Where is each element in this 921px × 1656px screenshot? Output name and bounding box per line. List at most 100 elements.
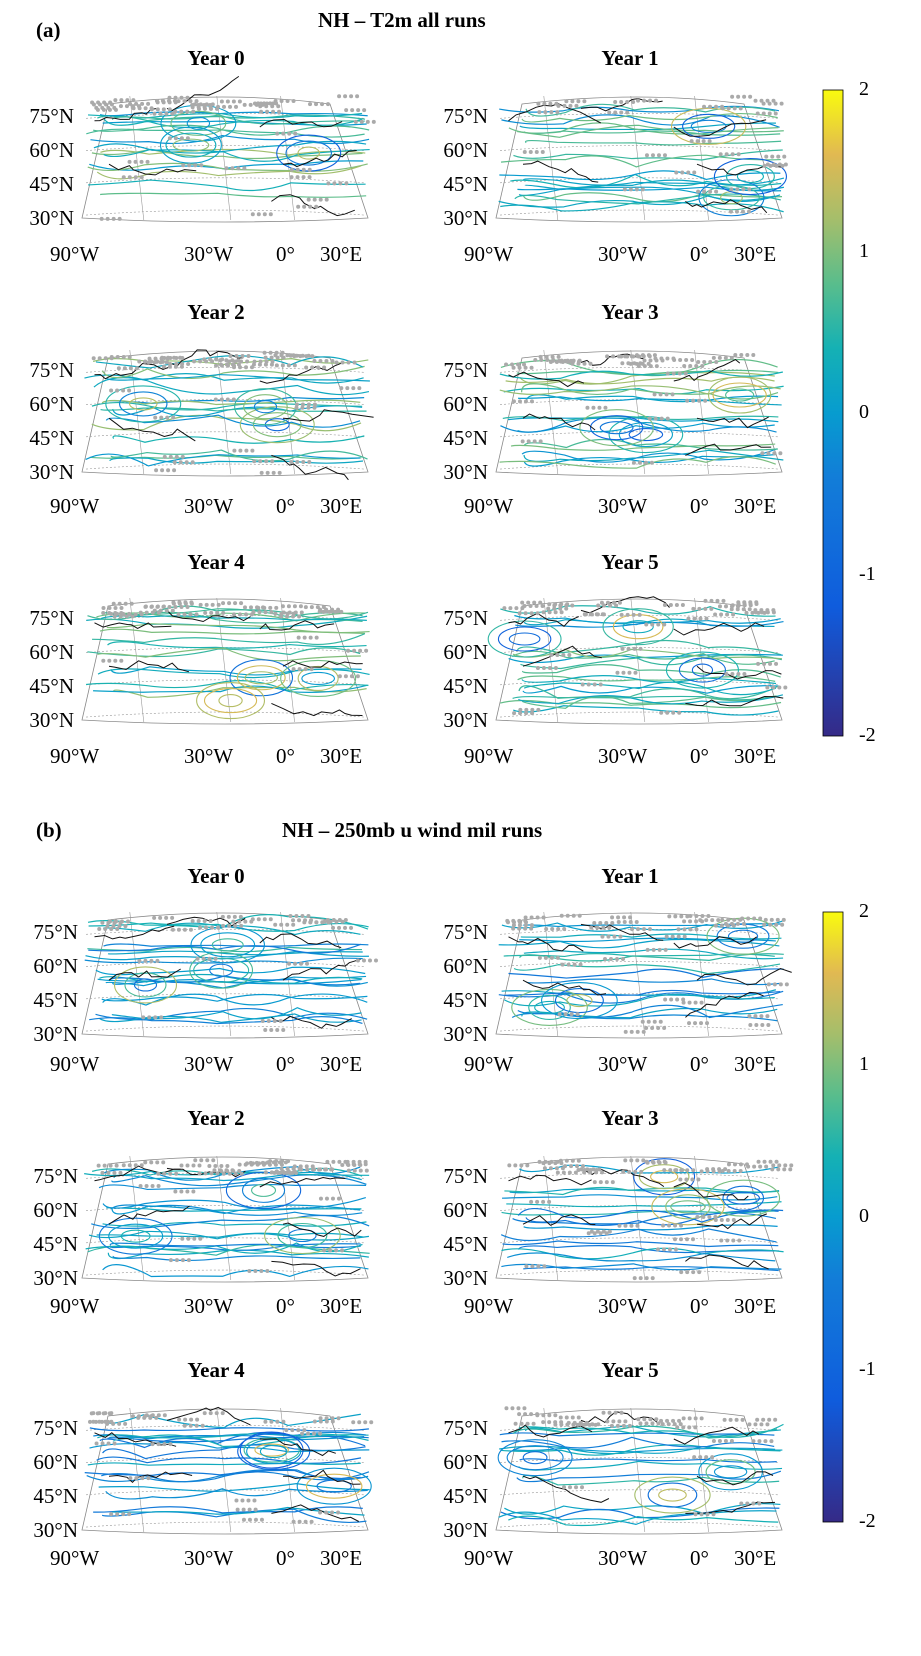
significance-dot: [570, 99, 575, 104]
significance-dot: [705, 1021, 710, 1026]
lat-tick-label: 30°N: [443, 460, 488, 484]
significance-dot: [139, 612, 144, 617]
significance-dot: [364, 1168, 369, 1173]
significance-dot: [582, 1170, 587, 1175]
significance-dot: [760, 451, 765, 456]
significance-dot: [133, 1163, 138, 1168]
significance-dot: [690, 357, 695, 362]
contour-loop: [698, 179, 765, 217]
significance-dot: [115, 611, 120, 616]
significance-dot: [696, 360, 701, 365]
significance-dot: [530, 707, 535, 712]
significance-dot: [563, 1164, 568, 1169]
significance-dot: [233, 359, 238, 364]
significance-dot: [725, 612, 730, 617]
significance-dot: [507, 1163, 512, 1168]
stippling: [101, 600, 369, 679]
contour-line: [95, 966, 366, 976]
coastline: [508, 936, 584, 952]
significance-dot: [324, 1510, 329, 1515]
significance-dot: [555, 955, 560, 960]
significance-dot: [199, 163, 204, 168]
significance-dot: [541, 1420, 546, 1425]
significance-dot: [179, 1163, 184, 1168]
contour-loop: [682, 113, 736, 139]
significance-dot: [109, 388, 114, 393]
contour-line: [501, 1210, 776, 1216]
significance-dot: [260, 1018, 265, 1023]
contour-line: [503, 953, 775, 958]
significance-dot: [268, 101, 273, 106]
contour-loop: [647, 1482, 698, 1508]
significance-dot: [89, 1411, 94, 1416]
significance-dot: [97, 926, 102, 931]
contour-loop: [170, 110, 227, 136]
contour-line: [517, 422, 775, 433]
significance-dot: [559, 602, 564, 607]
significance-dot: [665, 416, 670, 421]
significance-dot: [741, 187, 746, 192]
significance-dot: [306, 402, 311, 407]
significance-dot: [758, 916, 763, 921]
significance-dot: [676, 927, 681, 932]
significance-dot: [156, 1184, 161, 1189]
significance-dot: [528, 603, 533, 608]
contours: [84, 355, 370, 467]
significance-dot: [691, 398, 696, 403]
significance-dot: [547, 665, 552, 670]
significance-dot: [711, 1167, 716, 1172]
significance-dot: [673, 1168, 678, 1173]
meridian-line: [543, 911, 559, 1037]
significance-dot: [227, 601, 232, 606]
contour-line: [498, 1510, 777, 1526]
significance-dot: [711, 355, 716, 360]
significance-dot: [225, 99, 230, 104]
significance-dot: [227, 359, 232, 364]
significance-dot: [604, 1231, 609, 1236]
significance-dot: [635, 1158, 640, 1163]
contour-line: [102, 1196, 366, 1210]
significance-dot: [744, 1162, 749, 1167]
significance-dot: [144, 610, 149, 615]
significance-dot: [322, 365, 327, 370]
significance-dot: [303, 1519, 308, 1524]
significance-dot: [642, 358, 647, 363]
significance-dot: [556, 354, 561, 359]
map-frame: [81, 912, 369, 1039]
contour-line: [514, 614, 781, 624]
significance-dot: [270, 359, 275, 364]
significance-dot: [346, 648, 351, 653]
significance-dot: [658, 1019, 663, 1024]
significance-dot: [190, 918, 195, 923]
contour-line: [508, 1515, 779, 1527]
significance-dot: [277, 1160, 282, 1165]
significance-dot: [737, 1238, 742, 1243]
significance-dot: [504, 362, 509, 367]
colorbar-1: [822, 911, 844, 1523]
significance-dot: [220, 357, 225, 362]
significance-dot: [732, 106, 737, 111]
significance-dot: [687, 1416, 692, 1421]
significance-dot: [644, 1421, 649, 1426]
significance-dot: [661, 1247, 666, 1252]
significance-dot: [194, 612, 199, 617]
parallel-line: [85, 929, 365, 935]
significance-dot: [245, 359, 250, 364]
significance-dot: [607, 1229, 612, 1234]
contour-line: [504, 1502, 781, 1515]
significance-dot: [304, 365, 309, 370]
significance-dot: [619, 1410, 624, 1415]
significance-dot: [578, 1420, 583, 1425]
significance-dot: [137, 359, 142, 364]
contour-line: [499, 170, 781, 181]
significance-dot: [300, 405, 305, 410]
contour-loop: [239, 406, 315, 444]
coastline: [673, 359, 741, 382]
coastline: [259, 620, 335, 631]
significance-dot: [340, 1162, 345, 1167]
significance-dot: [349, 925, 354, 930]
stippling: [97, 914, 378, 1032]
significance-dot: [153, 415, 158, 420]
significance-dot: [162, 1442, 167, 1447]
significance-dot: [672, 1237, 677, 1242]
